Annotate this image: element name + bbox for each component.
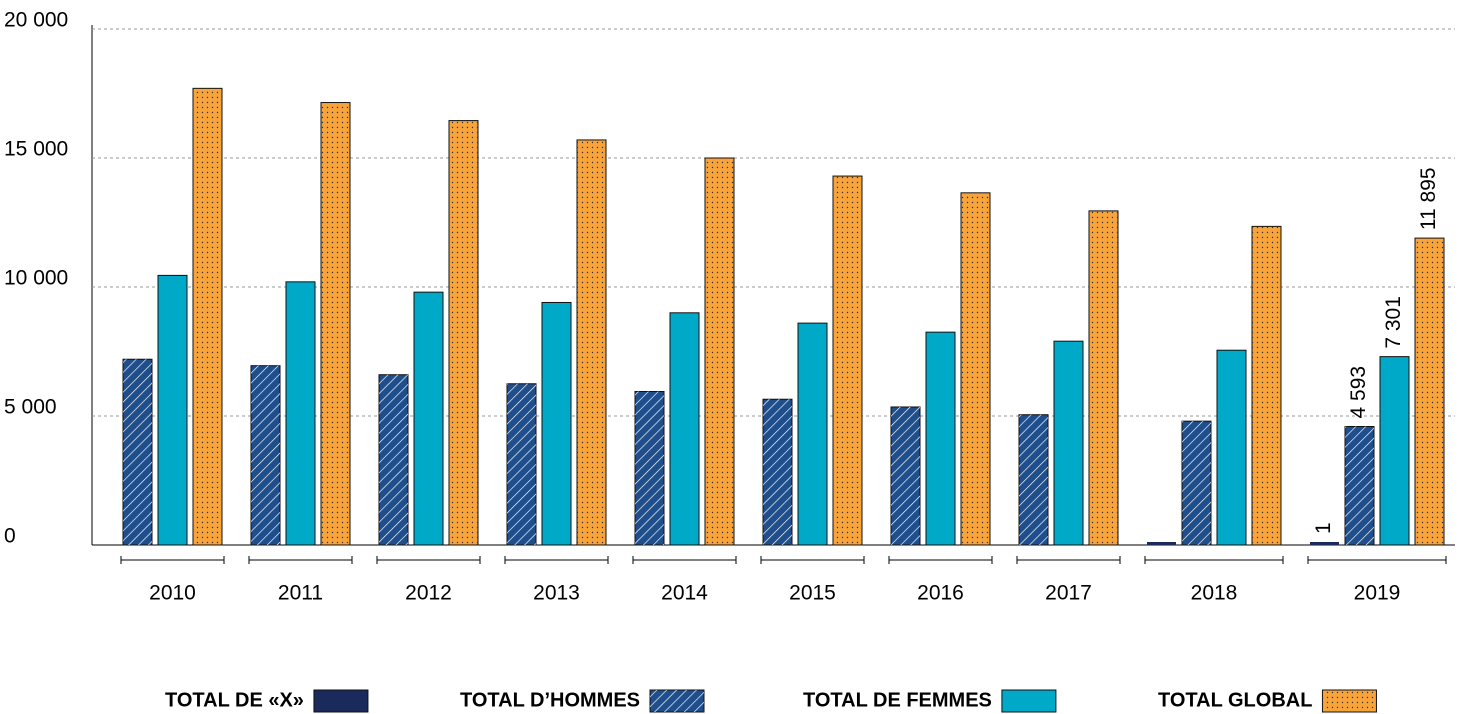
bar [1379, 356, 1410, 546]
bar [634, 390, 665, 546]
bar [378, 374, 409, 546]
bar-fill [541, 301, 572, 546]
y-tick-label: 15 000 [4, 138, 68, 161]
legend-swatch [649, 689, 705, 713]
bar [541, 301, 572, 546]
bar [285, 281, 316, 546]
bar-pattern [379, 374, 408, 545]
bar [797, 322, 828, 546]
legend-label: TOTAL DE «X» [165, 689, 304, 711]
bar-pattern [321, 102, 350, 545]
bar-pattern [251, 365, 280, 545]
bar-pattern [961, 192, 990, 545]
bar [1088, 210, 1119, 546]
bar [506, 383, 537, 546]
y-tick-label: 20 000 [4, 9, 68, 32]
bar-pattern [1415, 238, 1444, 545]
x-tick-label: 2019 [1354, 582, 1401, 605]
bar-pattern [1182, 421, 1211, 545]
bar-min [1147, 542, 1176, 545]
y-tick-label: 5 000 [4, 396, 57, 419]
bar [832, 175, 863, 546]
x-tick-label: 2014 [661, 582, 708, 605]
bar [1344, 426, 1375, 546]
bar-pattern [833, 176, 862, 545]
bar-pattern [763, 399, 792, 545]
bar-pattern [577, 139, 606, 545]
x-tick-label: 2011 [278, 582, 323, 605]
bar [669, 312, 700, 546]
legend-swatch-pattern [650, 690, 704, 712]
bar [1251, 225, 1282, 546]
bar [122, 358, 153, 546]
bar-pattern [1345, 426, 1374, 545]
legend-label: TOTAL DE FEMMES [803, 689, 992, 711]
bar [890, 406, 921, 546]
bar [1181, 420, 1212, 546]
legend-swatch [1321, 689, 1377, 713]
value-label: 11 895 [1417, 167, 1440, 230]
y-tick-label: 0 [4, 525, 16, 548]
bar [157, 274, 188, 546]
bar-fill [413, 291, 444, 546]
x-tick-label: 2012 [405, 582, 452, 605]
bar [1053, 340, 1084, 546]
bar [1018, 414, 1049, 546]
bar [320, 102, 351, 546]
bar [1414, 237, 1445, 546]
bar-pattern [449, 120, 478, 545]
bar-fill [1216, 349, 1247, 546]
x-tick-label: 2015 [789, 582, 836, 605]
bar-fill [797, 322, 828, 546]
legend-swatch-fill [313, 689, 369, 713]
bar-fill [1379, 356, 1410, 546]
bar [925, 331, 956, 546]
bar [192, 87, 223, 546]
bar-pattern [123, 359, 152, 545]
bar-pattern [891, 406, 920, 545]
bar-pattern [1089, 210, 1118, 545]
bar [576, 139, 607, 546]
legend-swatch-fill [1001, 689, 1057, 713]
bar-min [1310, 542, 1339, 545]
bar-pattern [635, 391, 664, 545]
bar-fill [925, 331, 956, 546]
value-label: 1 [1312, 522, 1335, 534]
bar [1309, 542, 1340, 546]
x-tick-label: 2016 [917, 582, 964, 605]
x-tick-label: 2018 [1191, 582, 1238, 605]
bar-pattern [705, 158, 734, 545]
x-tick-label: 2010 [149, 582, 196, 605]
bar [960, 192, 991, 546]
bar-fill [285, 281, 316, 546]
y-tick-label: 10 000 [4, 267, 68, 290]
bar [413, 291, 444, 546]
bar [1146, 542, 1177, 546]
x-tick-label: 2017 [1045, 582, 1092, 605]
value-label: 7 301 [1382, 296, 1405, 349]
bar [704, 157, 735, 546]
legend-swatch [1001, 689, 1057, 713]
legend-label: TOTAL GLOBAL [1158, 689, 1312, 711]
bar [1216, 349, 1247, 546]
bar-pattern [1019, 414, 1048, 545]
bar [762, 398, 793, 546]
value-label: 4 593 [1347, 366, 1370, 419]
legend-swatch [313, 689, 369, 713]
bar-fill [157, 274, 188, 546]
bar-pattern [193, 88, 222, 545]
bar-fill [1053, 340, 1084, 546]
x-tick-label: 2013 [533, 582, 580, 605]
legend-swatch-pattern [1322, 690, 1377, 712]
bar [250, 365, 281, 546]
legend-label: TOTAL D’HOMMES [460, 689, 640, 711]
bar-pattern [1252, 226, 1281, 545]
bar-fill [669, 312, 700, 546]
bar-pattern [507, 383, 536, 545]
bar [448, 120, 479, 546]
